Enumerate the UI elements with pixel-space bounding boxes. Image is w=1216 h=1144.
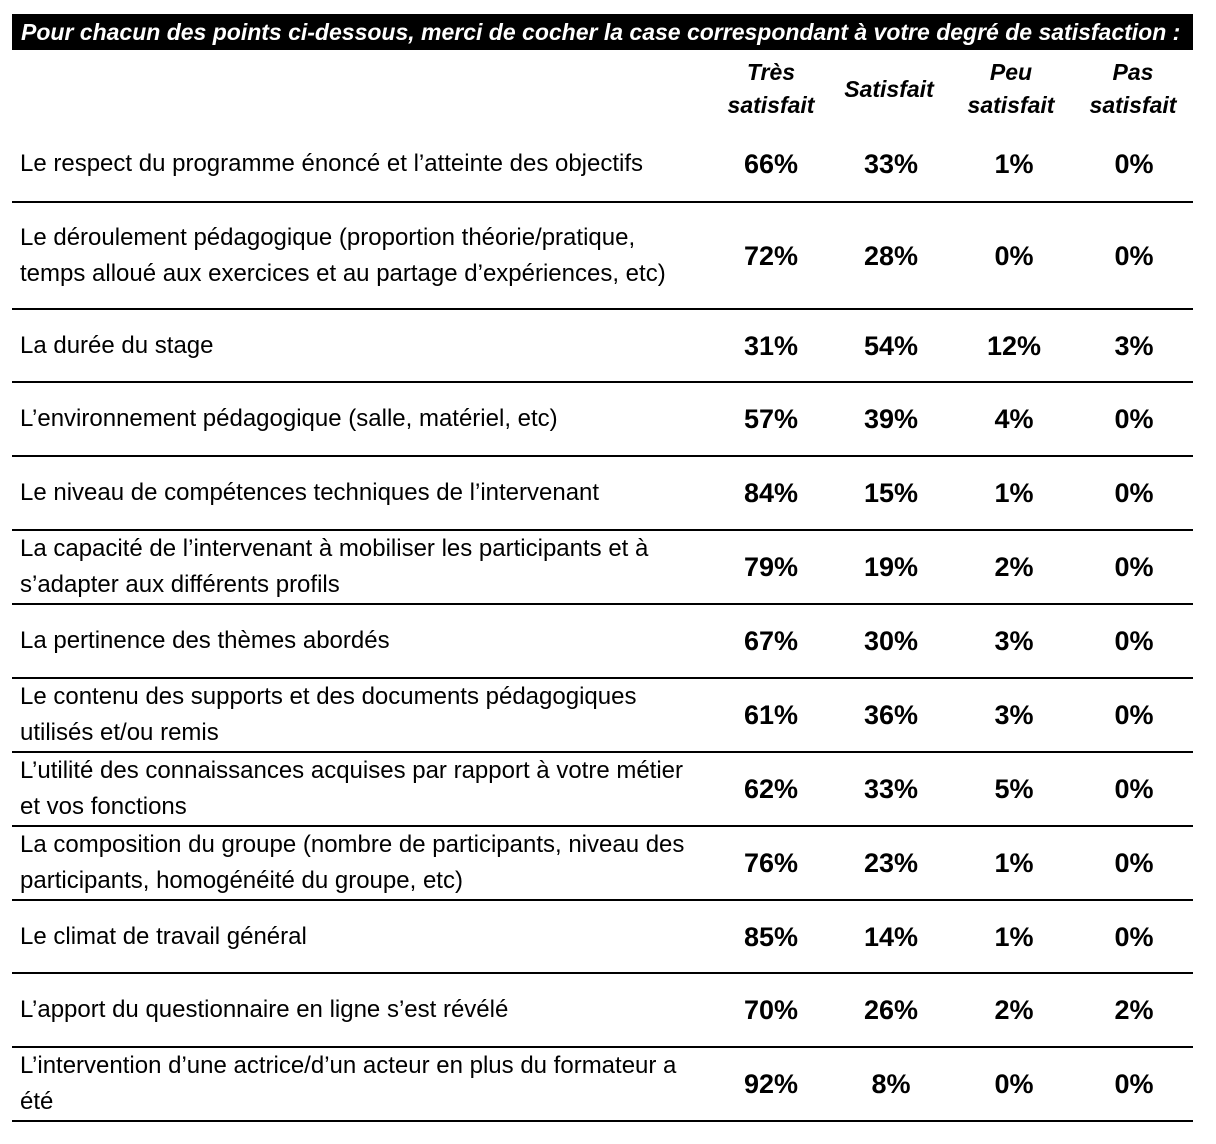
- column-header-pas-satisfait: Pas satisfait: [1072, 56, 1194, 122]
- percentage-cell: 1%: [994, 149, 1034, 179]
- percentage-cell: 0%: [1114, 149, 1154, 179]
- percentage-cell: 23%: [863, 848, 919, 878]
- table-row: Le déroulement pédagogique (proportion t…: [12, 203, 1193, 310]
- percentage-cell: 0%: [1114, 404, 1154, 434]
- percentage-cell: 0%: [1114, 240, 1154, 271]
- percentage-cell: 84%: [743, 478, 799, 508]
- percentage-cell: 0%: [1114, 700, 1154, 730]
- table-row: Le climat de travail général 85% 14% 1% 0%: [12, 901, 1193, 974]
- percentage-cell: 0%: [994, 1069, 1034, 1099]
- table-row: L’apport du questionnaire en ligne s’est…: [12, 974, 1193, 1048]
- percentage-cell: 19%: [863, 552, 919, 582]
- instruction-banner: Pour chacun des points ci-dessous, merci…: [12, 14, 1193, 50]
- percentage-cell: 15%: [863, 478, 919, 508]
- row-label: La capacité de l’intervenant à mobiliser…: [20, 535, 649, 598]
- percentage-cell: 0%: [1114, 921, 1154, 952]
- column-header-line1: Très: [746, 59, 796, 85]
- percentage-cell: 8%: [871, 1069, 911, 1099]
- column-header-line1: Pas: [1112, 59, 1154, 85]
- table-row: L’intervention d’une actrice/d’un acteur…: [12, 1048, 1193, 1122]
- column-header-line1: Peu: [989, 59, 1033, 85]
- table-row: Le contenu des supports et des documents…: [12, 679, 1193, 753]
- row-label: La pertinence des thèmes abordés: [20, 627, 390, 654]
- row-label: Le respect du programme énoncé et l’atte…: [20, 150, 644, 177]
- percentage-cell: 1%: [994, 921, 1034, 952]
- percentage-cell: 70%: [743, 995, 799, 1025]
- row-label: Le contenu des supports et des documents…: [20, 683, 637, 746]
- percentage-cell: 4%: [994, 404, 1034, 434]
- percentage-cell: 3%: [994, 700, 1034, 730]
- table-row: Le niveau de compétences techniques de l…: [12, 457, 1193, 531]
- row-label: La durée du stage: [20, 331, 214, 359]
- percentage-cell: 2%: [994, 995, 1034, 1025]
- table-row: L’environnement pédagogique (salle, maté…: [12, 383, 1193, 457]
- percentage-cell: 36%: [863, 700, 919, 730]
- column-header-line2: satisfait: [1089, 92, 1177, 118]
- table-row: Le respect du programme énoncé et l’atte…: [12, 127, 1193, 203]
- percentage-cell: 0%: [1114, 552, 1154, 582]
- table-row: La pertinence des thèmes abordés 67% 30% 3%…: [12, 605, 1193, 679]
- percentage-cell: 62%: [743, 774, 799, 804]
- percentage-cell: 30%: [863, 626, 919, 656]
- percentage-cell: 2%: [994, 552, 1034, 582]
- percentage-cell: 76%: [743, 848, 799, 878]
- percentage-cell: 2%: [1114, 995, 1154, 1025]
- row-label: L’intervention d’une actrice/d’un acteur…: [20, 1052, 677, 1115]
- percentage-cell: 72%: [743, 240, 799, 271]
- column-header-line2: satisfait: [727, 92, 815, 118]
- percentage-cell: 12%: [986, 330, 1042, 361]
- percentage-cell: 66%: [743, 149, 799, 179]
- row-label: Le niveau de compétences techniques de l…: [20, 479, 600, 506]
- row-label: L’environnement pédagogique (salle, maté…: [20, 405, 558, 432]
- row-label: La composition du groupe (nombre de part…: [20, 831, 685, 894]
- percentage-cell: 0%: [1114, 626, 1154, 656]
- table-row: L’utilité des connaissances acquises par…: [12, 753, 1193, 827]
- column-header-line1: Satisfait: [844, 75, 934, 102]
- percentage-cell: 26%: [863, 995, 919, 1025]
- table-row: La durée du stage 31% 54% 12% 3%: [12, 310, 1193, 383]
- table-row: La composition du groupe (nombre de part…: [12, 827, 1193, 901]
- percentage-cell: 31%: [743, 330, 799, 361]
- percentage-cell: 39%: [863, 404, 919, 434]
- row-label: L’utilité des connaissances acquises par…: [20, 757, 684, 820]
- percentage-cell: 1%: [994, 848, 1034, 878]
- column-header-line2: satisfait: [967, 92, 1055, 118]
- percentage-cell: 0%: [994, 240, 1034, 271]
- percentage-cell: 0%: [1114, 1069, 1154, 1099]
- column-header-satisfait: Satisfait: [830, 56, 948, 122]
- percentage-cell: 14%: [863, 921, 919, 952]
- row-label: Le climat de travail général: [20, 922, 307, 950]
- percentage-cell: 33%: [863, 774, 919, 804]
- percentage-cell: 0%: [1114, 774, 1154, 804]
- percentage-cell: 92%: [743, 1069, 799, 1099]
- percentage-cell: 57%: [743, 404, 799, 434]
- percentage-cell: 85%: [743, 921, 799, 952]
- percentage-cell: 1%: [994, 478, 1034, 508]
- column-header-peu-satisfait: Peu satisfait: [950, 56, 1072, 122]
- percentage-cell: 67%: [743, 626, 799, 656]
- percentage-cell: 54%: [863, 330, 919, 361]
- percentage-cell: 0%: [1114, 848, 1154, 878]
- column-header-tres-satisfait: Très satisfait: [712, 56, 830, 122]
- percentage-cell: 3%: [1114, 330, 1154, 361]
- percentage-cell: 3%: [994, 626, 1034, 656]
- row-label: Le déroulement pédagogique (proportion t…: [20, 223, 666, 287]
- percentage-cell: 79%: [743, 552, 799, 582]
- percentage-cell: 33%: [863, 149, 919, 179]
- row-label: L’apport du questionnaire en ligne s’est…: [20, 996, 509, 1023]
- percentage-cell: 28%: [863, 240, 919, 271]
- percentage-cell: 0%: [1114, 478, 1154, 508]
- table-row: La capacité de l’intervenant à mobiliser…: [12, 531, 1193, 605]
- percentage-cell: 61%: [743, 700, 799, 730]
- percentage-cell: 5%: [994, 774, 1034, 804]
